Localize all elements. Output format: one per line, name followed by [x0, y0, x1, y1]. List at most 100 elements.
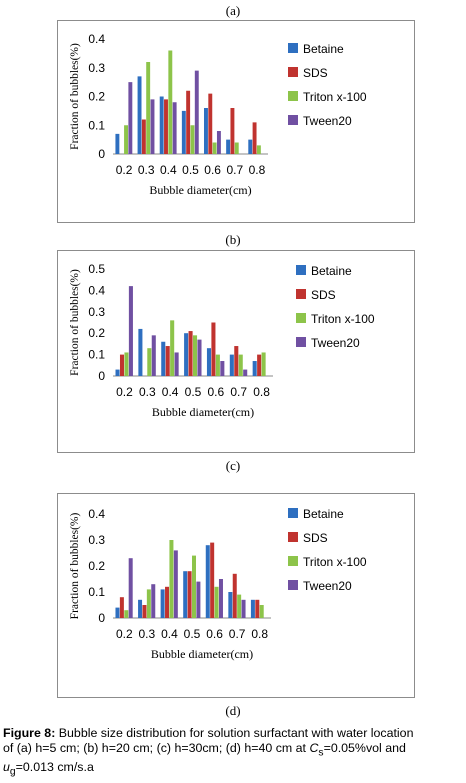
bar-betaine: [228, 592, 233, 618]
bar-tween20: [173, 550, 178, 618]
figure-caption: Figure 8: Bubble size distribution for s…: [3, 726, 463, 780]
bar-triton-x-100: [256, 145, 261, 154]
y-tick-label: 0: [98, 147, 105, 161]
caption-cs-sub: s: [318, 747, 324, 759]
y-tick-label: 0.1: [88, 118, 105, 132]
caption-ug-sub: g: [9, 766, 16, 778]
x-axis-label: Bubble diameter(cm): [152, 405, 254, 419]
x-tick-label: 0.4: [162, 385, 179, 399]
bar-tween20: [150, 99, 155, 154]
bar-triton-x-100: [261, 352, 266, 376]
y-tick-label: 0.4: [88, 32, 105, 46]
bar-betaine: [115, 369, 120, 376]
bar-sds: [119, 597, 124, 618]
x-tick-label: 0.2: [116, 163, 133, 177]
legend-label: Triton x-100: [303, 90, 367, 104]
bar-sds: [252, 122, 257, 154]
bar-triton-x-100: [124, 352, 129, 376]
legend-label: Tween20: [303, 579, 352, 593]
y-tick-label: 0.3: [88, 61, 105, 75]
bar-betaine: [138, 328, 143, 376]
legend-swatch: [288, 115, 298, 125]
bar-tween20: [216, 131, 221, 154]
bar-triton-x-100: [168, 50, 173, 154]
x-tick-label: 0.5: [185, 385, 202, 399]
bar-triton-x-100: [190, 125, 195, 154]
bar-betaine: [161, 341, 166, 376]
caption-line-1: Bubble size distribution for solution su…: [55, 726, 414, 740]
bar-tween20: [172, 102, 177, 154]
bar-sds: [232, 573, 237, 618]
y-tick-label: 0.2: [88, 90, 105, 104]
bar-betaine: [138, 599, 143, 618]
y-tick-label: 0: [98, 369, 105, 383]
legend-label: Betaine: [303, 42, 344, 56]
legend-label: Betaine: [311, 264, 352, 278]
x-tick-label: 0.7: [229, 627, 246, 641]
y-axis-label: Fraction of bubbles(%): [69, 269, 81, 376]
bar-sds: [257, 354, 262, 376]
bar-tween20: [151, 335, 156, 376]
bar-triton-x-100: [170, 320, 175, 376]
bar-sds: [164, 99, 168, 154]
x-tick-label: 0.4: [160, 163, 177, 177]
x-tick-label: 0.6: [204, 163, 221, 177]
bar-sds: [210, 542, 215, 618]
caption-figure-label: Figure 8:: [3, 726, 56, 740]
bar-sds: [211, 322, 216, 376]
x-tick-label: 0.8: [249, 163, 266, 177]
bar-tween20: [196, 581, 201, 618]
legend-swatch: [288, 580, 298, 590]
bar-betaine: [252, 361, 257, 376]
bar-triton-x-100: [193, 335, 198, 376]
y-tick-label: 0.3: [88, 533, 105, 547]
chart-c-svg: 0 0.1 0.2 0.3 0.4 0.2 0.3 0.4 0.5 0.6 0.7 0.8 Bubble…: [69, 507, 367, 661]
bar-triton-x-100: [212, 142, 217, 154]
bar-sds: [186, 90, 191, 154]
bar-betaine: [181, 110, 186, 154]
bar-tween20: [197, 339, 202, 376]
bar-triton-x-100: [124, 125, 128, 154]
bar-betaine: [226, 139, 231, 154]
chart-b-svg: 0 0.1 0.2 0.3 0.4 0.5 0.2 0.3 0.4 0.5 0.6 0.7 0.8 Bub…: [69, 262, 375, 419]
caption-ug-symbol: u: [3, 760, 10, 775]
bar-betaine: [137, 76, 142, 154]
bar-sds: [141, 119, 146, 154]
bar-betaine: [183, 571, 188, 618]
panel-label-c: (c): [225, 458, 241, 473]
y-tick-label: 0.3: [88, 305, 105, 319]
bar-triton-x-100: [146, 589, 151, 618]
bar-sds: [234, 346, 239, 376]
bar-sds: [188, 331, 193, 376]
bar-triton-x-100: [215, 354, 220, 376]
y-tick-label: 0.5: [88, 262, 105, 276]
bar-triton-x-100: [124, 610, 129, 618]
x-tick-label: 0.3: [138, 163, 155, 177]
bar-triton-x-100: [146, 62, 151, 154]
chart-c: 0 0.1 0.2 0.3 0.4 0.2 0.3 0.4 0.5 0.6 0.7 0.8 Bubble…: [57, 493, 415, 698]
bar-sds: [119, 354, 125, 376]
x-tick-label: 0.8: [253, 385, 270, 399]
bar-tween20: [128, 286, 133, 376]
y-tick-label: 0: [98, 611, 105, 625]
legend-swatch: [296, 289, 306, 299]
panel-label-b: (b): [225, 232, 241, 247]
y-tick-label: 0.1: [88, 585, 105, 599]
bar-tween20: [151, 584, 156, 618]
legend-swatch: [296, 313, 306, 323]
bar-tween20: [241, 599, 246, 618]
x-tick-label: 0.8: [251, 627, 268, 641]
y-tick-label: 0.4: [88, 283, 105, 297]
bar-tween20: [218, 579, 223, 618]
caption-cs-symbol: C: [309, 741, 319, 755]
legend-label: Triton x-100: [311, 312, 375, 326]
panel-label-d: (d): [225, 703, 241, 718]
bar-triton-x-100: [238, 354, 243, 376]
legend-swatch: [288, 556, 298, 566]
x-tick-label: 0.5: [182, 163, 199, 177]
legend-swatch: [288, 67, 298, 77]
bar-triton-x-100: [237, 594, 242, 618]
x-tick-label: 0.3: [139, 627, 156, 641]
legend-label: Tween20: [303, 114, 352, 128]
bar-sds: [165, 586, 170, 618]
